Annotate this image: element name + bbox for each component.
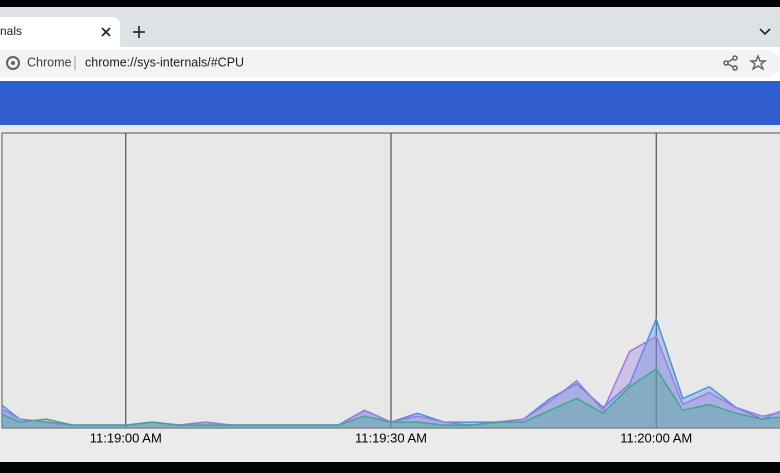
bottom-frame — [0, 462, 780, 473]
line — [2, 367, 780, 426]
tab-title: nals — [0, 24, 22, 38]
area — [2, 369, 780, 428]
area — [2, 336, 780, 428]
tab-search[interactable] — [759, 28, 771, 36]
plot — [2, 133, 780, 428]
share-button[interactable] — [723, 55, 738, 71]
site-icon — [6, 56, 20, 70]
active-tab[interactable] — [0, 17, 120, 47]
tab-close[interactable] — [101, 27, 111, 37]
x-tick-label: 11:19:00 AM — [90, 430, 162, 445]
omnibox[interactable] — [0, 50, 780, 77]
x-tick-label: 11:19:30 AM — [355, 430, 427, 445]
area — [2, 318, 780, 428]
tab-strip — [0, 7, 780, 47]
new-tab-button[interactable] — [133, 26, 145, 38]
x-tick-label: 11:20:00 AM — [620, 430, 692, 445]
url: chrome://sys-internals/#CPU — [85, 55, 244, 69]
bookmark-star[interactable] — [748, 54, 768, 71]
app-header — [0, 81, 780, 125]
site-chip: Chrome — [27, 55, 72, 69]
site-icon-dot — [11, 61, 15, 65]
x-axis: 11:19:00 AM 11:19:30 AM 11:20:00 AM — [90, 430, 693, 445]
